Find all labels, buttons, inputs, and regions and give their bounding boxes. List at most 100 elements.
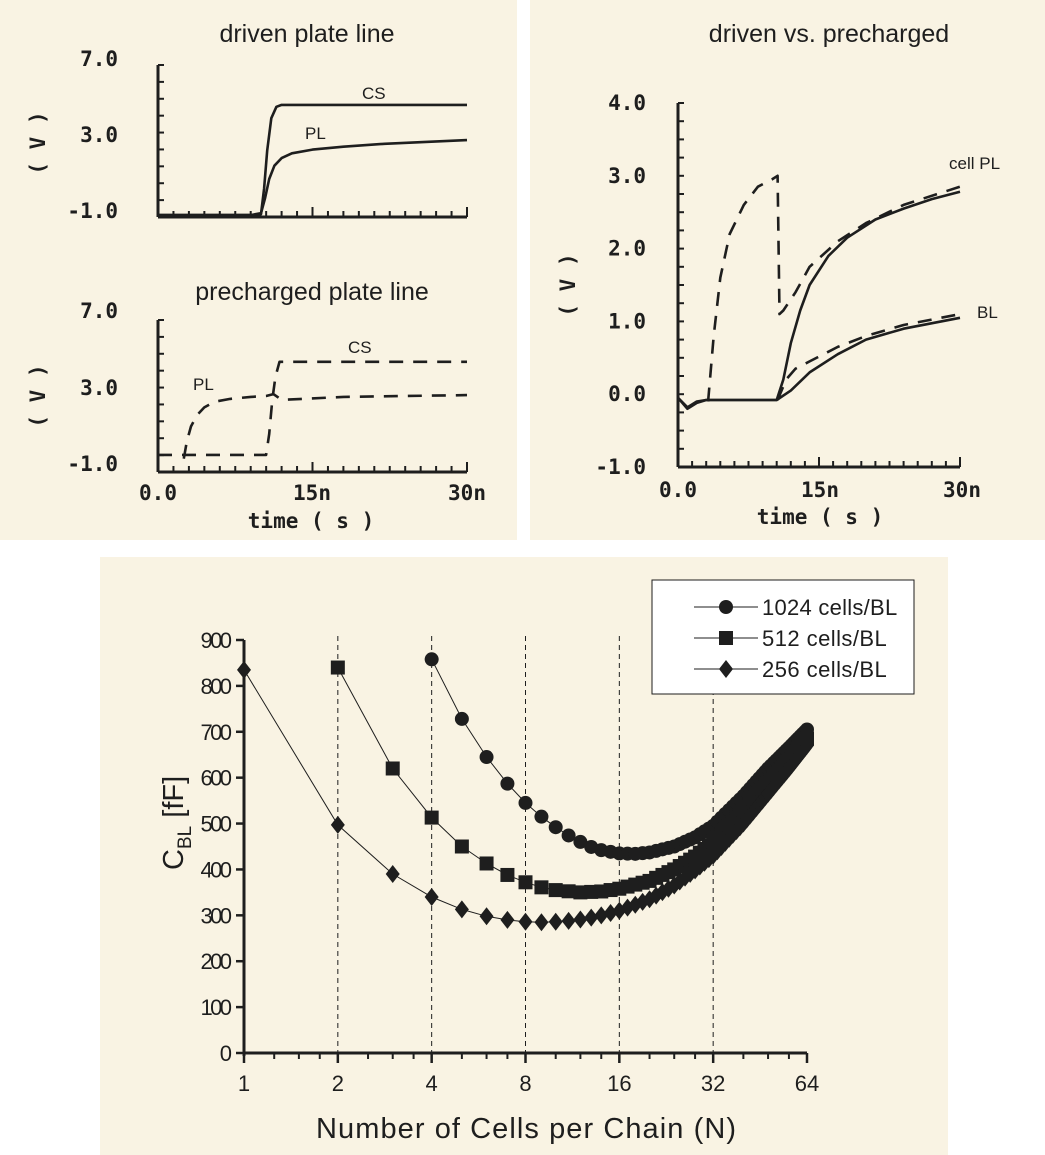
y-tick-label: 0 — [220, 1041, 232, 1066]
data-point-1024-cells-bl — [548, 820, 563, 835]
data-point-256-cells-bl — [603, 903, 618, 922]
x-tick-label: 32 — [701, 1071, 725, 1096]
x-tick-label: 30n — [448, 481, 486, 505]
data-point-512-cells-bl — [454, 839, 469, 854]
series-line-cell-pl-precharged- — [706, 174, 961, 402]
x-axis-label: Number of Cells per Chain (N) — [316, 1113, 736, 1145]
series-line-512-cells-bl — [337, 667, 808, 893]
data-point-512-cells-bl — [500, 867, 515, 882]
y-axis-label: ( V ) — [26, 364, 50, 427]
y-axis-label-subscript: BL — [175, 826, 196, 849]
y-axis-label: ( V ) — [26, 111, 50, 174]
series-line-bl-driven- — [677, 316, 961, 409]
chart-title: driven plate line — [219, 20, 394, 48]
x-tick-label: 8 — [519, 1071, 531, 1096]
annotation-cs: CS — [362, 84, 386, 103]
data-point-256-cells-bl — [479, 907, 494, 926]
data-point-1024-cells-bl — [424, 652, 439, 667]
x-tick-label: 1 — [238, 1071, 250, 1096]
legend-marker-square — [719, 631, 733, 645]
series-line-pl — [158, 138, 468, 217]
data-point-256-cells-bl — [594, 906, 609, 925]
x-tick-label: 30n — [943, 478, 981, 502]
chart-driven-vs-precharged: driven vs. precharged cell PL BL ( V ) 0… — [556, 20, 1000, 529]
y-tick-label: 100 — [201, 995, 233, 1020]
x-axis-label: time ( s ) — [757, 505, 883, 529]
y-tick-label: 200 — [201, 949, 233, 974]
data-point-1024-cells-bl — [534, 809, 549, 824]
y-tick-label: 900 — [201, 628, 233, 653]
data-point-256-cells-bl — [548, 912, 563, 931]
x-tick-label: 15n — [801, 478, 839, 502]
data-point-256-cells-bl — [385, 865, 400, 884]
data-point-1024-cells-bl — [518, 795, 533, 810]
legend-box — [651, 579, 915, 695]
data-point-256-cells-bl — [561, 911, 576, 930]
data-point-1024-cells-bl — [479, 750, 494, 765]
legend-marker-diamond — [719, 660, 733, 678]
x-tick-label: 64 — [795, 1071, 819, 1096]
y-tick-label: 3.0 — [80, 123, 118, 147]
data-point-256-cells-bl — [500, 910, 515, 929]
y-axis-label-unit: [fF] — [158, 776, 190, 826]
y-tick-label: 400 — [201, 857, 233, 882]
data-point-256-cells-bl — [800, 736, 814, 755]
legend-label: 1024 cells/BL — [762, 595, 897, 620]
annotation-bl: BL — [977, 303, 998, 322]
y-tick-label: -1.0 — [595, 455, 646, 479]
data-point-512-cells-bl — [385, 761, 400, 776]
x-tick-label: 15n — [293, 481, 331, 505]
y-tick-label: -1.0 — [67, 199, 118, 223]
series-line-cs — [158, 360, 467, 457]
y-tick-label: -1.0 — [67, 452, 118, 476]
legend-label: 512 cells/BL — [762, 626, 887, 651]
panel-top-right — [530, 0, 1045, 540]
chart-driven-plate-line: driven plate line 7.0 3.0 -1.0 ( V ) CS … — [26, 20, 468, 223]
data-point-256-cells-bl — [454, 900, 469, 919]
annotation-pl: PL — [193, 375, 214, 394]
legend-marker-circle — [719, 600, 733, 614]
data-point-256-cells-bl — [573, 910, 588, 929]
y-tick-label: 3.0 — [80, 376, 118, 400]
x-tick-label: 4 — [426, 1071, 438, 1096]
data-point-1024-cells-bl — [454, 711, 469, 726]
data-point-512-cells-bl — [534, 880, 549, 895]
series-line-bl-precharged- — [776, 312, 961, 401]
data-point-256-cells-bl — [237, 660, 251, 679]
data-point-512-cells-bl — [518, 875, 533, 890]
legend: 1024 cells/BL 512 cells/BL 256 cells/BL — [651, 579, 915, 695]
chart-title: precharged plate line — [195, 278, 429, 306]
x-tick-label: 0.0 — [139, 481, 177, 505]
data-point-512-cells-bl — [479, 856, 494, 871]
data-point-256-cells-bl — [518, 912, 533, 931]
chart-cbl-vs-cells-per-chain: CBL [fF] Number of Cells per Chain (N) 0… — [158, 579, 915, 1145]
y-tick-label: 500 — [201, 812, 233, 837]
data-point-256-cells-bl — [584, 908, 599, 927]
y-axis-label: CBL [fF] — [158, 776, 196, 870]
data-point-512-cells-bl — [548, 883, 563, 898]
data-point-1024-cells-bl — [561, 828, 576, 843]
y-tick-label: 3.0 — [608, 164, 646, 188]
chart-precharged-plate-line: precharged plate line 7.0 3.0 -1.0 ( V )… — [26, 278, 486, 533]
data-point-512-cells-bl — [573, 885, 588, 900]
y-tick-label: 2.0 — [608, 237, 646, 261]
legend-label: 256 cells/BL — [762, 657, 887, 682]
panel-top-left — [0, 0, 517, 540]
y-tick-label: 800 — [201, 674, 233, 699]
x-axis-label: time ( s ) — [248, 509, 374, 533]
data-point-1024-cells-bl — [500, 776, 515, 791]
series-line-cell-pl-driven- — [677, 190, 961, 411]
annotation-cs: CS — [348, 338, 372, 357]
y-tick-label: 7.0 — [80, 299, 118, 323]
y-tick-label: 700 — [201, 720, 233, 745]
y-axis-label: ( V ) — [556, 253, 580, 316]
series-line-pl — [182, 392, 468, 459]
annotation-pl: PL — [305, 124, 326, 143]
y-tick-label: 7.0 — [80, 47, 118, 71]
y-tick-label: 600 — [201, 766, 233, 791]
y-tick-label: 4.0 — [608, 91, 646, 115]
x-tick-label: 0.0 — [659, 478, 697, 502]
data-point-256-cells-bl — [534, 913, 549, 932]
y-tick-label: 1.0 — [608, 309, 646, 333]
